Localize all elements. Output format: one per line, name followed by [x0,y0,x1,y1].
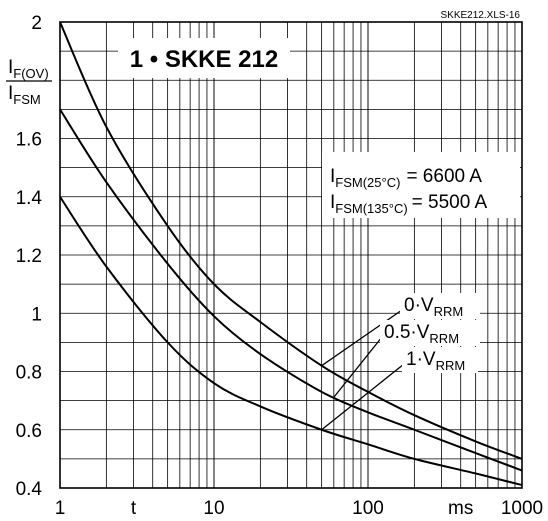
svg-text:IF(OV): IF(OV) [8,57,49,81]
x-tick-label: 10 [203,498,224,519]
y-tick-label: 1.6 [16,130,42,151]
ylabel-num-main: I [8,57,13,78]
chart-reference: SKKE212.XLS-16 [441,10,521,21]
annotation-line-2: IFSM(135°C) = 5500 A [330,192,488,216]
leader-line-0 [321,309,403,367]
annotation-1-sub: FSM(25°C) [335,175,400,190]
series-label-2-sub: RRM [436,358,466,373]
annotation-2-sub: FSM(135°C) [335,201,407,216]
series-label-2-main: 1·V [406,349,436,370]
plot-frame [59,21,523,489]
series-label-2: 1·VRRM [406,349,465,373]
x-tick-label: 1 [55,498,66,519]
series-label-1-sub: RRM [429,331,459,346]
annotation-1-main: I [330,166,335,187]
annotation-1-value: = 6600 A [406,166,482,187]
svg-text:IFSM: IFSM [8,83,41,107]
y-tick-label: 2 [31,13,42,34]
annotation-2-value: = 5500 A [412,192,488,213]
series-label-bg-0 [400,293,480,319]
annotation-box [322,152,520,218]
series-label-bg-1 [380,320,480,346]
y-tick-label: 1.2 [16,246,42,267]
curves [59,21,523,487]
y-axis-label: IF(OV) IFSM [2,56,58,107]
series-label-0-main: 0·V [404,295,434,316]
title-box [118,38,290,78]
series-line-0 [59,21,523,460]
y-tick-label: 1 [31,304,42,325]
series-label-0-sub: RRM [434,304,464,319]
x-tick-label: 1000 [501,498,543,519]
ylabel-num-sub: F(OV) [13,66,48,81]
y-tick-label: 0.6 [16,421,42,442]
tick-labels: 0.4 0.6 0.8 1 1.2 1.4 1.6 2 1 10 100 1000 t ms [16,13,544,519]
series-line-2 [59,196,523,487]
series-label-1-main: 0.5·V [384,322,430,343]
chart-title: 1 • SKKE 212 [130,46,278,73]
y-tick-label: 0.8 [16,363,42,384]
x-axis-label: t [131,498,137,519]
series-label-1: 0.5·VRRM [384,322,459,346]
x-axis-unit: ms [448,498,473,519]
leader-line-2 [321,363,405,431]
series-label-bg-2 [402,347,478,373]
annotation-line-1: IFSM(25°C) = 6600 A [330,166,482,190]
ylabel-den-sub: FSM [13,92,40,107]
series-label-0: 0·VRRM [404,295,463,319]
label-leaders [321,309,405,431]
ylabel-den-main: I [8,83,13,104]
leader-line-1 [333,336,383,398]
series-line-1 [59,108,523,472]
x-tick-label: 100 [352,498,384,519]
annotation-2-main: I [330,192,335,213]
y-tick-label: 1.4 [16,188,43,209]
y-tick-label: 0.4 [16,479,43,500]
